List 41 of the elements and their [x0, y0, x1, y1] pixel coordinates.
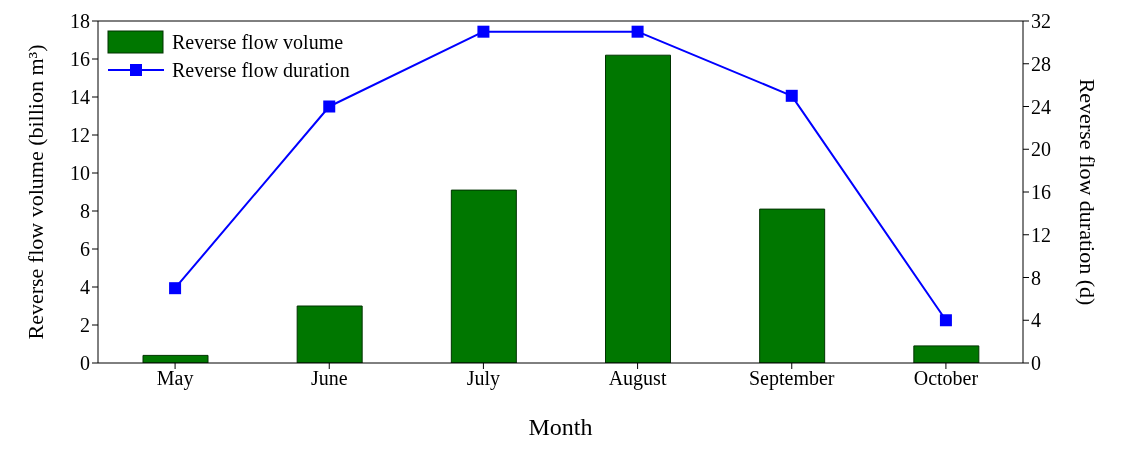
point [323, 100, 336, 113]
y2-tick-label: 32 [1031, 10, 1051, 33]
y-tick-label: 18 [70, 10, 90, 33]
y-tick-label: 14 [70, 86, 90, 109]
point [169, 282, 182, 295]
legend-label: Reverse flow duration [172, 58, 350, 83]
legend-label: Reverse flow volume [172, 30, 344, 55]
bar [296, 305, 363, 363]
y2-tick-label: 12 [1031, 223, 1051, 246]
x-tick-label: May [156, 367, 194, 391]
x-axis-title: Month [528, 414, 593, 440]
y2-tick-label: 28 [1031, 52, 1051, 75]
y-tick-label: 6 [80, 238, 90, 261]
y-tick-label: 2 [80, 314, 90, 337]
y2-tick-label: 16 [1031, 181, 1051, 204]
bar [605, 54, 671, 363]
y2-tick-label: 4 [1031, 309, 1041, 332]
x-tick-label: July [466, 367, 501, 391]
x-tick-label: June [310, 367, 348, 390]
bar [450, 189, 517, 363]
point [631, 25, 644, 38]
point [477, 25, 490, 38]
y2-tick-label: 0 [1031, 352, 1041, 375]
y-axis-title: Reverse flow volume (billion m³) [22, 44, 48, 340]
bar [759, 208, 826, 363]
y-tick-label: 0 [80, 352, 90, 375]
x-tick-label: August [608, 367, 667, 391]
point [785, 89, 798, 102]
x-tick-label: October [913, 367, 979, 390]
y-tick-label: 16 [70, 48, 90, 71]
y2-axis-title: Reverse flow duration (d) [1075, 78, 1101, 306]
y-tick-label: 10 [70, 162, 90, 185]
x-tick-label: September [748, 367, 835, 391]
point [939, 314, 952, 327]
bar [913, 345, 980, 363]
y2-tick-label: 20 [1031, 138, 1051, 161]
y-tick-label: 12 [70, 124, 90, 147]
y-tick-label: 8 [80, 200, 90, 223]
y2-tick-label: 8 [1031, 266, 1041, 289]
y2-tick-label: 24 [1031, 95, 1051, 118]
y-tick-label: 4 [80, 276, 90, 299]
